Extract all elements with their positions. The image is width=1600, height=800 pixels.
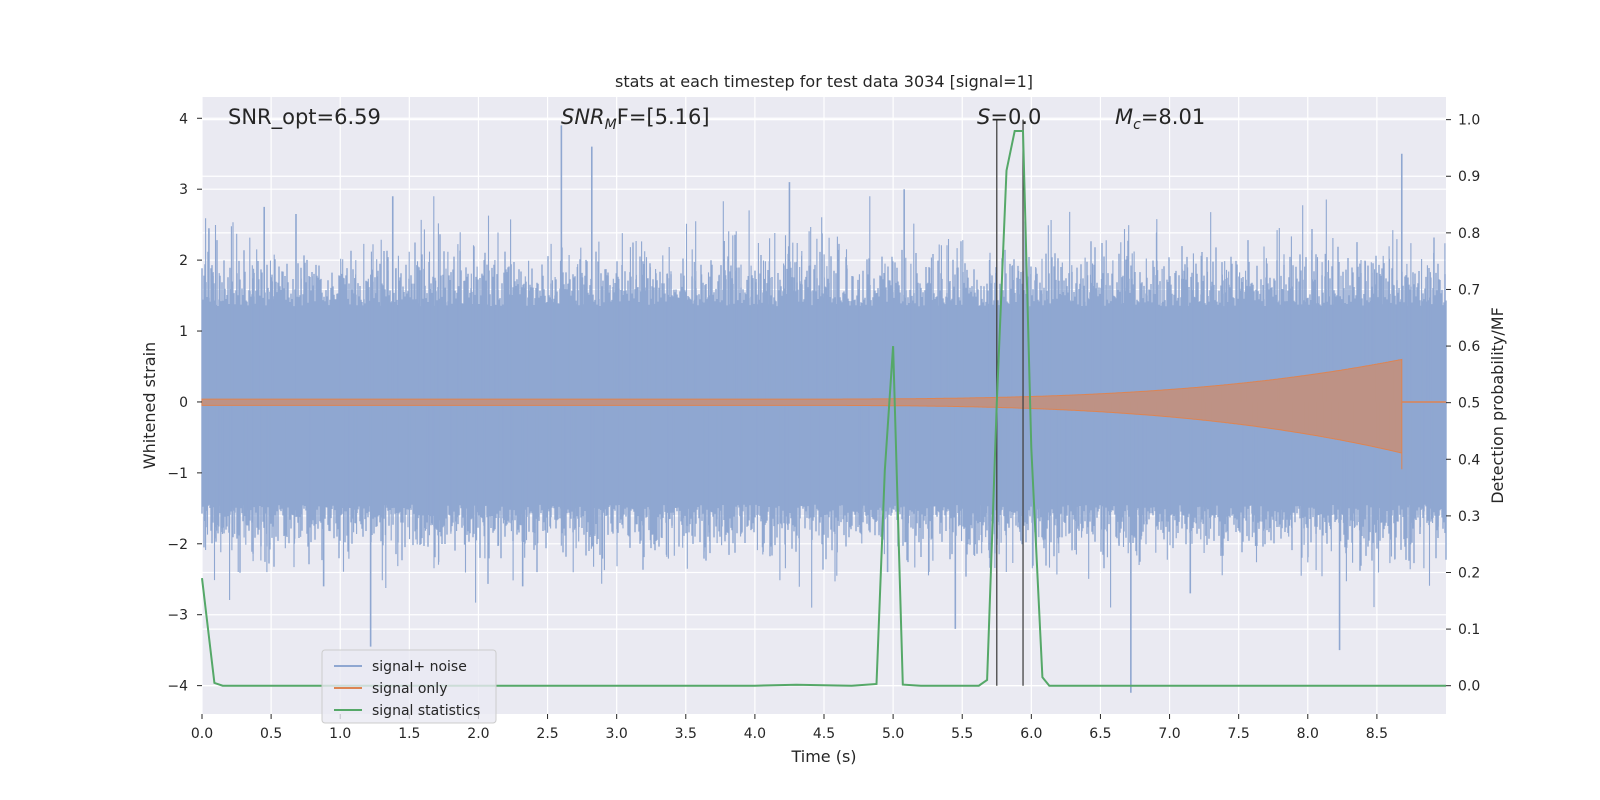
annotation-snr-mf-sub: M — [605, 117, 617, 133]
chirp-waveform — [201, 358, 1403, 470]
y-left-tick-label: 2 — [179, 253, 188, 269]
x-tick-label: 8.5 — [1366, 726, 1388, 742]
x-tick-label: 7.5 — [1228, 726, 1250, 742]
y-left-tick-label: 1 — [179, 324, 188, 340]
y-right-tick-label: 0.1 — [1458, 622, 1480, 638]
y-left-tick-label: −4 — [167, 679, 188, 695]
x-tick-label: 0.0 — [191, 726, 213, 742]
x-tick-label: 0.5 — [260, 726, 282, 742]
x-tick-label: 6.5 — [1089, 726, 1111, 742]
y-right-tick-label: 0.0 — [1458, 679, 1480, 695]
y-right-tick-label: 0.9 — [1458, 169, 1480, 185]
y-left-tick-label: −1 — [167, 466, 188, 482]
annotation-snr-mf-main: SNR — [561, 105, 605, 129]
x-tick-label: 5.0 — [882, 726, 904, 742]
y-right-tick-label: 0.8 — [1458, 226, 1480, 242]
annotation-s-rest: =0.0 — [990, 105, 1041, 129]
annotation-s: S=0.0 — [977, 105, 1041, 129]
x-tick-label: 2.0 — [467, 726, 489, 742]
y-right-tick-label: 1.0 — [1458, 113, 1480, 129]
signal-only-series — [201, 358, 1446, 470]
legend-box — [321, 649, 497, 724]
x-tick-label: 5.5 — [951, 726, 973, 742]
annotations: SNR_opt=6.59 SNRMF=[5.16] S=0.0 Mc=8.01 — [228, 105, 1205, 133]
y-right-tick-label: 0.3 — [1458, 509, 1480, 525]
y-right-tick-label: 0.7 — [1458, 282, 1480, 298]
annotation-mc-sub: c — [1133, 117, 1141, 133]
x-tick-label: 8.0 — [1297, 726, 1319, 742]
annotation-snr-opt: SNR_opt=6.59 — [228, 105, 381, 130]
y-left-tick-label: 4 — [179, 111, 188, 127]
y-right-tick-label: 0.4 — [1458, 452, 1480, 468]
annotation-mc-main: M — [1115, 105, 1133, 129]
plot-area — [201, 97, 1447, 714]
x-tick-label: 6.0 — [1020, 726, 1042, 742]
y-right-tick-label: 0.5 — [1458, 396, 1480, 412]
x-tick-label: 3.0 — [606, 726, 628, 742]
annotation-snr-mf: SNRMF=[5.16] — [561, 105, 710, 133]
x-tick-label: 1.0 — [329, 726, 351, 742]
x-tick-label: 4.0 — [744, 726, 766, 742]
annotation-mc-rest: =8.01 — [1141, 105, 1205, 129]
y-axis-left-label: Whitened strain — [140, 342, 159, 469]
y-left-tick-label: 3 — [179, 182, 188, 198]
legend-label: signal+ noise — [372, 659, 467, 675]
annotation-s-main: S — [977, 105, 990, 129]
y-right-tick-label: 0.2 — [1458, 565, 1480, 581]
legend-label: signal only — [372, 681, 447, 697]
x-tick-label: 2.5 — [536, 726, 558, 742]
x-axis-label: Time (s) — [790, 747, 856, 766]
annotation-mc: Mc=8.01 — [1115, 105, 1205, 133]
annotation-snr-mf-rest: F=[5.16] — [617, 105, 710, 129]
x-tick-label: 4.5 — [813, 726, 835, 742]
legend-label: signal statistics — [372, 703, 480, 719]
y-axis-right-ticks: 0.0 0.1 0.2 0.3 0.4 0.5 0.6 0.7 0.8 0.9 1.0 — [1446, 113, 1480, 695]
y-axis-left-ticks: −4 −3 −2 −1 0 1 2 3 4 — [167, 111, 202, 695]
x-tick-label: 7.0 — [1158, 726, 1180, 742]
legend: signal+ noise signal only signal statistic… — [321, 649, 497, 724]
y-left-tick-label: −2 — [167, 537, 188, 553]
y-axis-right-label: Detection probability/MF — [1488, 307, 1507, 504]
x-tick-label: 1.5 — [398, 726, 420, 742]
x-tick-label: 3.5 — [675, 726, 697, 742]
chart-title: stats at each timestep for test data 303… — [615, 72, 1033, 91]
y-right-tick-label: 0.6 — [1458, 339, 1480, 355]
x-axis-ticks: 0.0 0.5 1.0 1.5 2.0 2.5 3.0 3.5 4.0 4.5 5.0 5.5 6.0 6… — [191, 714, 1388, 742]
y-left-tick-label: −3 — [167, 608, 188, 624]
y-left-tick-label: 0 — [179, 395, 188, 411]
